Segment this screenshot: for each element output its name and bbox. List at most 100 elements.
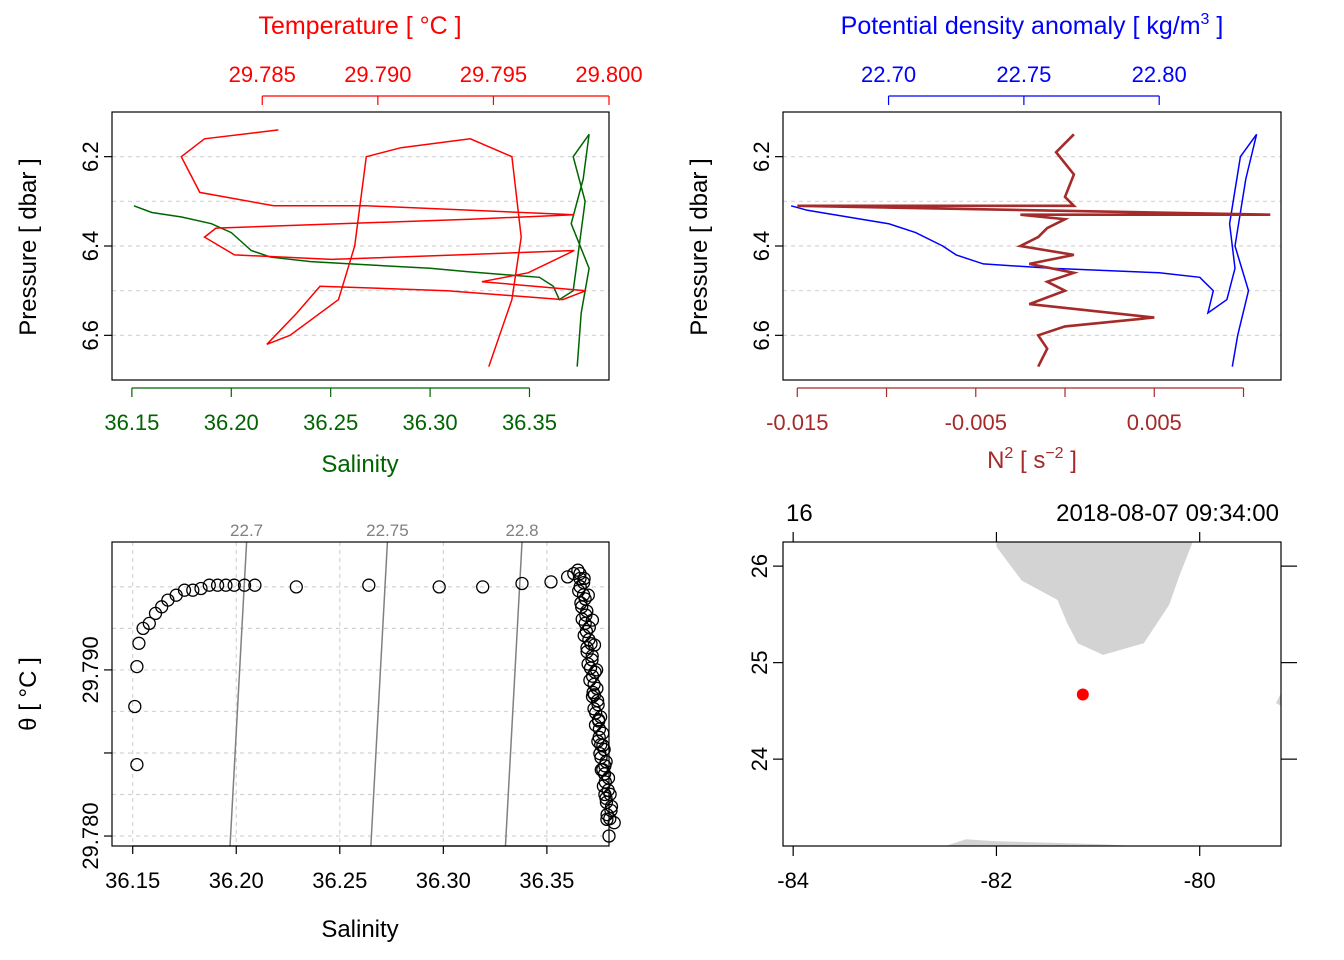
ts-point xyxy=(432,580,446,594)
isopycnal-label: 22.75 xyxy=(366,521,409,540)
x-tick-label-bottom: -0.005 xyxy=(945,410,1007,435)
p4-plot-frame xyxy=(782,541,1282,847)
series-line-salinity xyxy=(133,133,590,367)
p3-x-axis-label: Salinity xyxy=(321,916,398,943)
ts-point xyxy=(186,583,200,597)
ts-point xyxy=(577,571,591,586)
y-tick-label: 6.2 xyxy=(78,141,103,172)
ts-point xyxy=(603,812,617,826)
map-station-number: 16 xyxy=(786,500,813,527)
x-tick-label-top: 29.790 xyxy=(344,62,411,87)
p1-y-axis-label: Pressure [ dbar ] xyxy=(15,158,42,335)
x-tick-label-bottom: -0.015 xyxy=(766,410,828,435)
x-tick-label-top: 22.70 xyxy=(861,62,916,87)
ts-point xyxy=(607,816,621,830)
p2-grid xyxy=(783,156,1281,336)
p2-x-axis-label: N2 [ s−2 ] xyxy=(987,445,1077,474)
ts-point xyxy=(202,578,216,592)
ts-point xyxy=(289,580,303,594)
top-axis-title-density: Potential density anomaly [ kg/m3 ] xyxy=(841,11,1224,40)
ts-point xyxy=(515,576,529,591)
x-tick-label: -80 xyxy=(1184,868,1216,893)
series-line-temperature xyxy=(180,129,587,367)
y-tick-label: 29.790 xyxy=(78,636,103,703)
x-tick-label-bottom: 36.20 xyxy=(204,410,259,435)
p3-plot-frame xyxy=(111,541,610,847)
y-tick-label: 25 xyxy=(747,650,772,674)
y-tick-label: 24 xyxy=(747,747,772,771)
y-tick-label: 6.2 xyxy=(749,141,774,172)
isopycnal-label: 22.7 xyxy=(230,521,263,540)
ts-point xyxy=(604,803,618,818)
ts-point xyxy=(219,578,233,592)
x-tick-label: 36.30 xyxy=(416,868,471,893)
y-tick-label: 6.6 xyxy=(749,320,774,351)
x-tick-label: -82 xyxy=(981,868,1013,893)
ts-point xyxy=(210,578,225,592)
map-station-time: 2018-08-07 09:34:00 xyxy=(1056,500,1279,527)
ts-point xyxy=(586,685,600,700)
p1-series xyxy=(133,129,590,367)
x-tick-label-bottom: 0.005 xyxy=(1127,410,1182,435)
station-marker xyxy=(1076,688,1089,701)
x-tick-label-top: 29.795 xyxy=(460,62,527,87)
top-axis-title-temperature: Temperature [ °C ] xyxy=(258,12,461,40)
ts-point xyxy=(579,608,593,622)
ts-point xyxy=(476,580,490,594)
ts-point xyxy=(248,578,262,592)
x-tick-label-bottom: 36.35 xyxy=(502,410,557,435)
x-tick-label-top: 22.75 xyxy=(996,62,1051,87)
ts-point xyxy=(573,566,587,581)
isopycnal-line xyxy=(229,541,248,847)
ts-point xyxy=(227,578,241,592)
ts-point xyxy=(592,714,606,728)
land-bahamas xyxy=(1276,693,1281,706)
p4-station xyxy=(1076,688,1089,701)
ts-point xyxy=(583,673,597,687)
land-florida xyxy=(996,542,1193,655)
ts-point xyxy=(585,653,599,667)
x-tick-label: -84 xyxy=(777,868,809,893)
ts-point xyxy=(594,763,608,777)
p3-isopycnals: 22.7 22.75 22.8 xyxy=(229,521,539,847)
isopycnal-label: 22.8 xyxy=(505,521,538,540)
y-tick-label: 6.6 xyxy=(78,320,103,351)
ts-point xyxy=(194,581,208,596)
x-tick-label-top: 22.80 xyxy=(1132,62,1187,87)
p4-axes: -84 -82 -80 24 25 26 xyxy=(747,532,1297,893)
y-tick-label: 29.780 xyxy=(78,802,103,869)
y-tick-label: 6.4 xyxy=(749,231,774,262)
ts-point xyxy=(577,628,591,643)
p1-grid xyxy=(112,156,609,336)
ts-point xyxy=(600,807,614,822)
ts-point xyxy=(588,718,603,732)
p3-points xyxy=(128,563,621,843)
ts-point xyxy=(598,759,612,773)
series-line-n2 xyxy=(797,133,1271,368)
p3-y-axis-label: θ [ °C ] xyxy=(15,657,42,731)
p3-grid xyxy=(112,542,609,846)
y-tick-label: 6.4 xyxy=(78,231,103,262)
x-tick-label-bottom: 36.30 xyxy=(403,410,458,435)
ts-point xyxy=(128,699,142,714)
panel-density-n2-profile: Potential density anomaly [ kg/m3 ] 6.2 6… xyxy=(686,11,1282,474)
ts-point xyxy=(544,575,558,589)
ts-point xyxy=(132,636,146,650)
series-line-potential-density-anomaly xyxy=(790,133,1258,367)
p2-series xyxy=(790,133,1271,368)
p2-y-axis-label: Pressure [ dbar ] xyxy=(686,158,713,335)
y-tick-label: 26 xyxy=(747,554,772,578)
land-cuba xyxy=(945,839,1139,846)
ts-point xyxy=(142,616,156,631)
panel-ts-diagram: 22.7 22.75 22.8 36.15 36.20 36.25 36.30 36.35 2… xyxy=(15,521,621,943)
ts-point xyxy=(585,669,600,683)
p1-axes: 6.2 6.4 6.6 36.15 36.20 36.25 36.30 36.35 29.785… xyxy=(78,62,643,435)
x-tick-label-bottom: 36.15 xyxy=(104,410,159,435)
x-tick-label: 36.20 xyxy=(209,868,264,893)
ts-point xyxy=(237,578,252,592)
isopycnal-line xyxy=(504,541,523,847)
ts-point xyxy=(575,612,589,626)
isopycnal-line xyxy=(370,541,389,847)
ts-point xyxy=(362,578,376,592)
x-tick-label-bottom: 36.25 xyxy=(303,410,358,435)
